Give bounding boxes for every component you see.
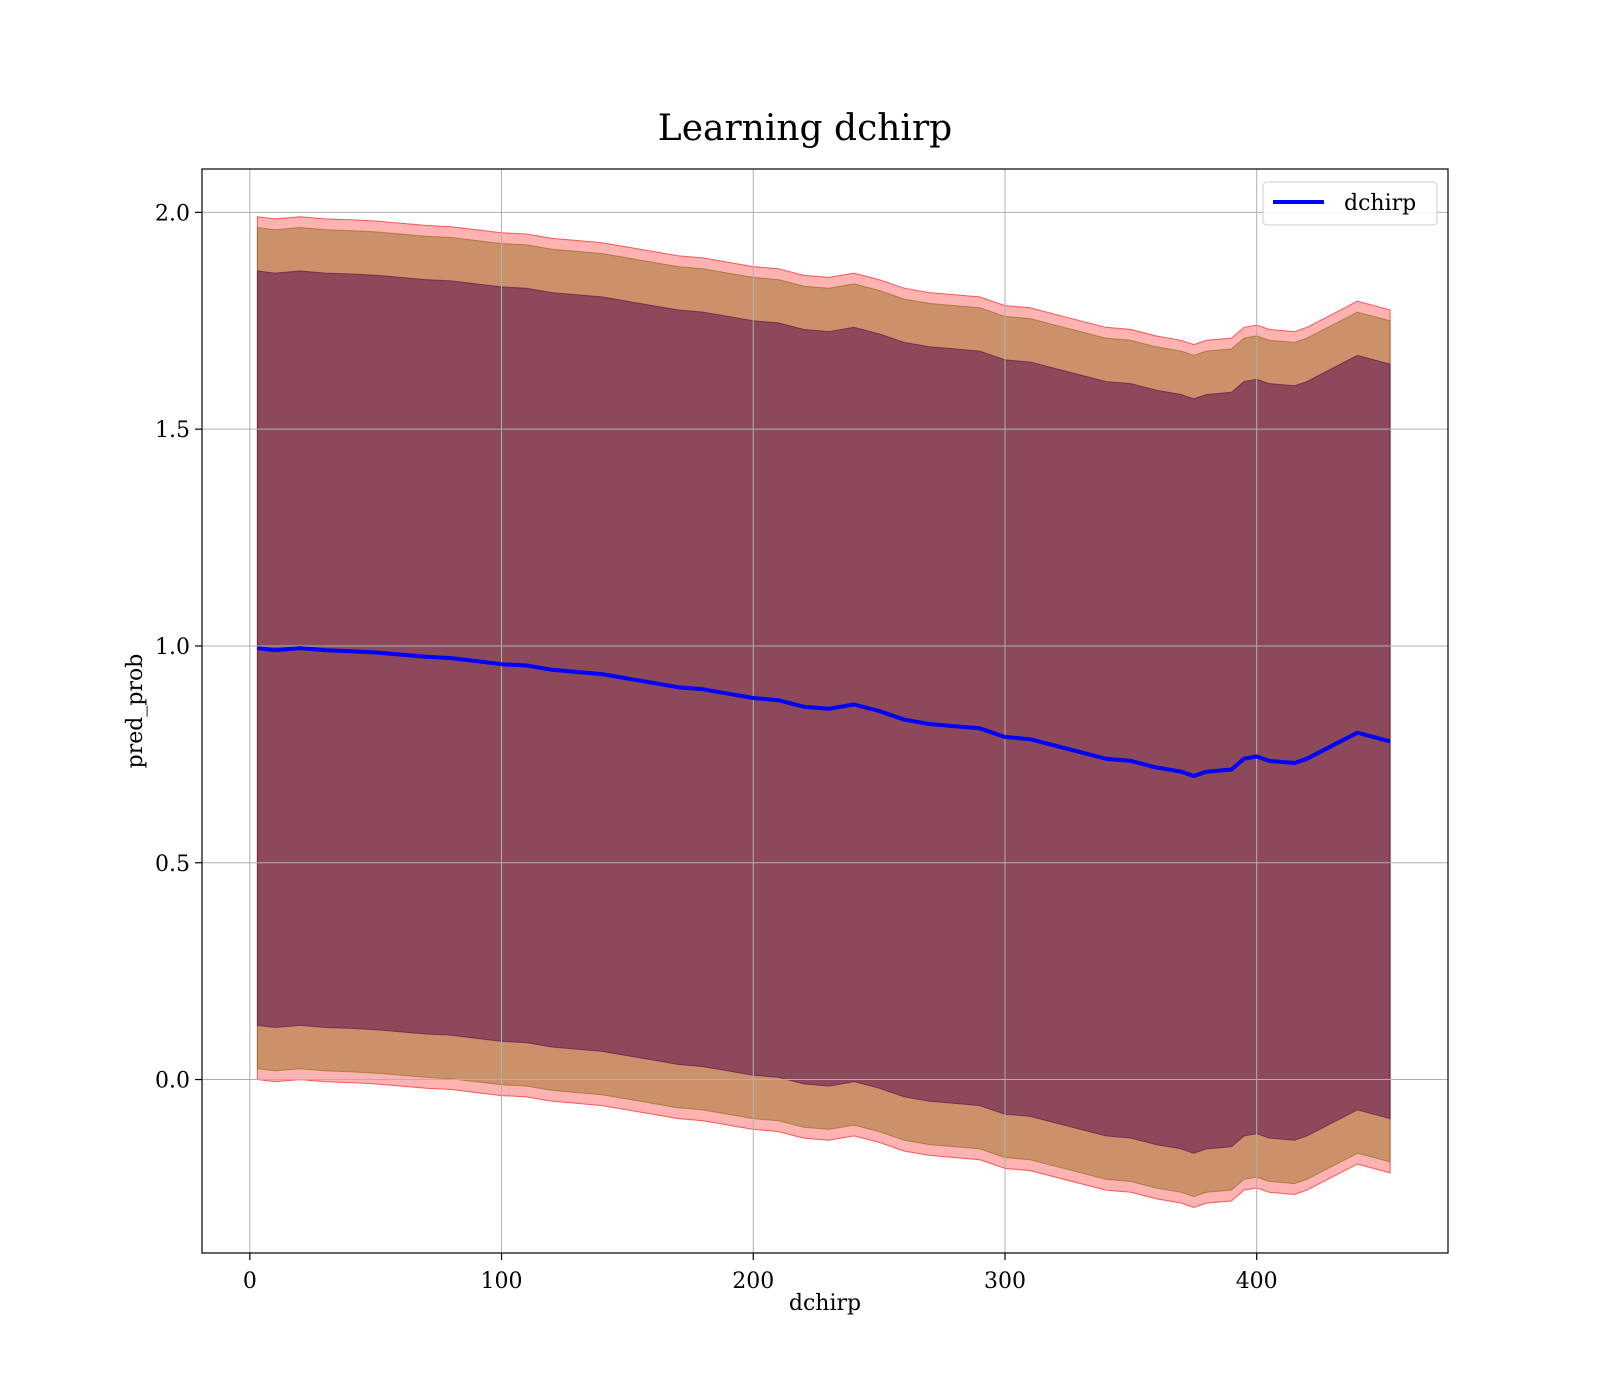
x-tick-label: 400 <box>1236 1269 1278 1294</box>
legend-label-dchirp: dchirp <box>1344 191 1416 216</box>
chart-title: Learning dchirp <box>658 108 952 149</box>
y-tick-label: 0.0 <box>155 1069 190 1094</box>
axis-ticks: 0 100 200 300 400 0.0 0.5 1.0 1.5 2.0 <box>155 201 1278 1294</box>
x-axis-label: dchirp <box>789 1291 861 1316</box>
legend: dchirp <box>1262 181 1438 226</box>
x-tick-label: 300 <box>984 1269 1026 1294</box>
x-tick-label: 200 <box>732 1269 774 1294</box>
x-tick-label: 0 <box>243 1269 257 1294</box>
confidence-bands <box>256 216 1391 1209</box>
series-layer <box>257 646 1391 778</box>
grid <box>202 169 1448 1253</box>
y-tick-label: 1.5 <box>155 418 190 443</box>
y-tick-label: 2.0 <box>155 201 190 226</box>
y-axis-label: pred_prob <box>123 654 148 769</box>
y-tick-label: 0.5 <box>155 852 190 877</box>
legend-box <box>1262 181 1438 226</box>
x-tick-label: 100 <box>481 1269 523 1294</box>
series-line-dchirp <box>257 646 1391 778</box>
plot-frame <box>201 168 1449 1254</box>
y-tick-label: 1.0 <box>155 635 190 660</box>
band-inner <box>256 270 1391 1154</box>
